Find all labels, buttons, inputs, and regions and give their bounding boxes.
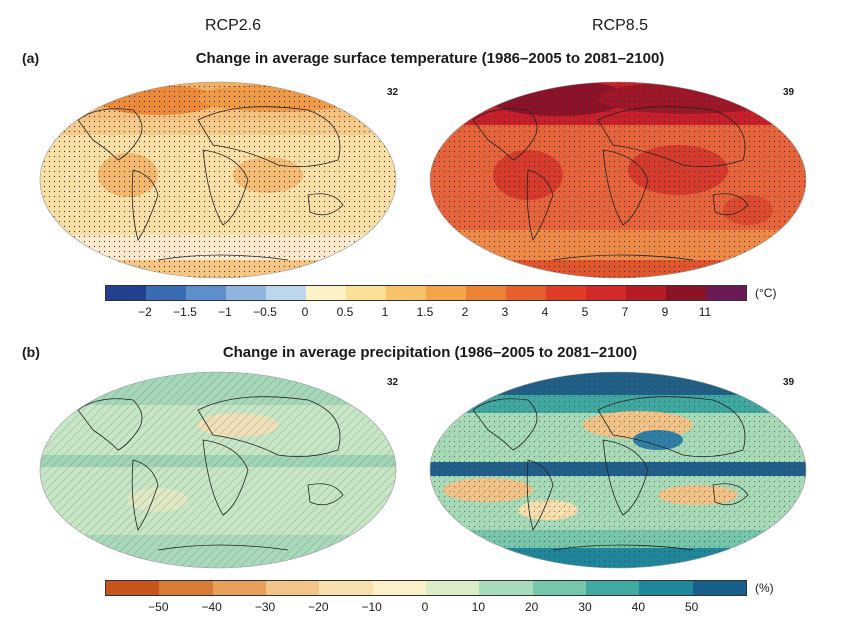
map-temperature-rcp85: [429, 81, 807, 279]
panel-b-title: Change in average precipitation (1986–20…: [222, 344, 638, 361]
temperature-band: [266, 286, 306, 300]
temperature-band: [626, 286, 666, 300]
temperature-tick: 1.5: [416, 305, 434, 319]
temperature-band: [186, 286, 226, 300]
temperature-tick: −2: [138, 305, 152, 319]
precipitation-band: [372, 581, 426, 595]
temperature-band: [706, 286, 746, 300]
precipitation-band: [319, 581, 373, 595]
temperature-tick: −1.5: [173, 305, 197, 319]
map-temperature-rcp26: [39, 81, 397, 279]
temperature-band: [386, 286, 426, 300]
model-count-a-left: 32: [387, 87, 399, 98]
map-precipitation-rcp85: [429, 371, 807, 569]
temperature-band: [506, 286, 546, 300]
precipitation-band: [212, 581, 266, 595]
scenario-label-right: RCP8.5: [592, 17, 649, 34]
temperature-tick: 1: [381, 305, 389, 319]
precipitation-tick: 30: [578, 600, 592, 614]
temperature-band: [426, 286, 466, 300]
temperature-band: [586, 286, 626, 300]
precipitation-band: [425, 581, 480, 595]
temperature-tick: 3: [501, 305, 509, 319]
temperature-tick: 9: [661, 305, 669, 319]
precipitation-band: [639, 581, 693, 595]
precipitation-band: [532, 581, 586, 595]
precipitation-tick: −50: [148, 600, 169, 614]
temperature-band: [226, 286, 266, 300]
precipitation-tick: −20: [308, 600, 329, 614]
precipitation-tick: −10: [361, 600, 382, 614]
temperature-tick: 4: [541, 305, 549, 319]
temperature-tick: 2: [461, 305, 469, 319]
temperature-tick: 7: [621, 305, 629, 319]
temperature-band: [306, 286, 346, 300]
temperature-band: [146, 286, 186, 300]
temperature-band: [546, 286, 586, 300]
precipitation-tick: 0: [421, 600, 429, 614]
temperature-band: [106, 286, 146, 300]
scenario-label-left: RCP2.6: [205, 17, 262, 34]
model-count-b-left: 32: [387, 377, 399, 388]
precipitation-tick: −30: [254, 600, 276, 614]
precipitation-tick: −40: [201, 600, 222, 614]
colorbar-temperature: [105, 285, 747, 301]
precipitation-tick: 50: [684, 600, 699, 614]
panel-a-label: (a): [22, 50, 40, 66]
precipitation-band: [692, 581, 746, 595]
temperature-tick: 0.5: [336, 305, 354, 319]
precipitation-band: [159, 581, 213, 595]
precipitation-band: [106, 581, 160, 595]
temperature-tick: −0.5: [253, 305, 277, 319]
precipitation-band: [479, 581, 533, 595]
model-count-a-right: 39: [783, 87, 795, 98]
temperature-band: [346, 286, 386, 300]
map-precipitation-rcp26: [39, 371, 397, 569]
precipitation-tick: 40: [631, 600, 646, 614]
precipitation-tick: 10: [471, 600, 486, 614]
colorbar-precipitation: [105, 580, 747, 596]
precipitation-band: [265, 581, 320, 595]
temperature-band: [466, 286, 506, 300]
temperature-band: [666, 286, 706, 300]
precipitation-tick: 20: [524, 600, 539, 614]
panel-b-label: (b): [22, 344, 40, 360]
colorbar-precipitation-unit: (%): [755, 581, 774, 595]
temperature-tick: 11: [698, 305, 712, 319]
colorbar-temperature-unit: (°C): [755, 286, 777, 300]
model-count-b-right: 39: [783, 377, 795, 388]
temperature-tick: −1: [218, 305, 232, 319]
temperature-tick: 5: [581, 305, 589, 319]
temperature-tick: 0: [301, 305, 309, 319]
precipitation-band: [585, 581, 640, 595]
panel-a-title: Change in average surface temperature (1…: [195, 50, 665, 67]
